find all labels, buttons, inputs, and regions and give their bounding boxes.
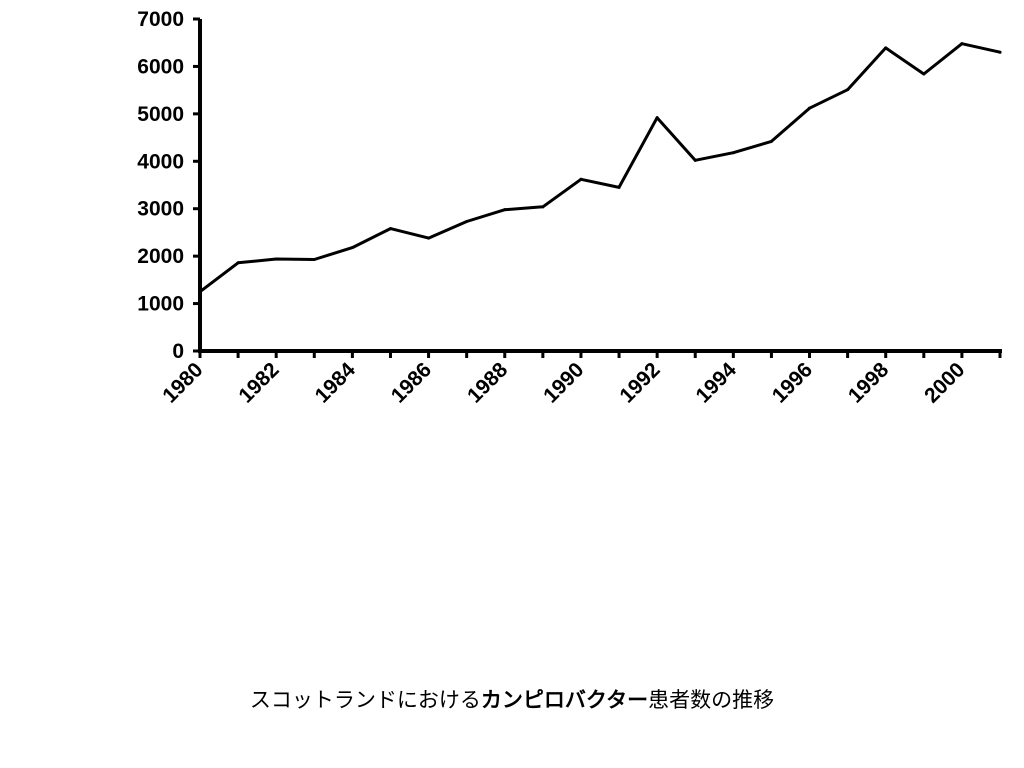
data-point <box>465 220 469 224</box>
x-tick-label: 1994 <box>692 358 742 408</box>
data-point <box>731 151 735 155</box>
y-tick-label: 0 <box>172 340 184 363</box>
x-tick-label: 1980 <box>158 358 207 407</box>
y-tick-label: 4000 <box>137 150 184 173</box>
x-tick-label: 1982 <box>234 358 283 407</box>
data-point <box>198 290 202 294</box>
series-line <box>198 42 1002 294</box>
data-point <box>236 261 240 265</box>
caption-part-1: スコットランドにおける <box>249 688 481 712</box>
data-point <box>274 257 278 261</box>
data-point <box>350 246 354 250</box>
data-point <box>503 208 507 212</box>
y-axis-ticks: 0 1000 2000 3000 4000 5000 6000 7000 <box>137 8 200 363</box>
data-point <box>693 158 697 162</box>
data-point <box>808 106 812 110</box>
x-axis-ticks: 1980 1982 1984 1986 1988 1990 1992 1994 1996 1998… <box>158 351 1002 408</box>
data-point <box>427 236 431 240</box>
data-point <box>769 139 773 143</box>
x-tick-label: 1986 <box>387 358 436 407</box>
y-tick-label: 2000 <box>137 245 184 268</box>
chart-axes <box>198 19 1002 353</box>
data-point <box>312 257 316 261</box>
x-tick-label: 1998 <box>844 358 894 408</box>
x-tick-label: 1996 <box>768 358 817 407</box>
y-tick-label: 1000 <box>137 293 184 316</box>
y-tick-label: 7000 <box>137 8 184 31</box>
data-point <box>579 177 583 181</box>
data-point <box>884 46 888 50</box>
data-point <box>541 205 545 209</box>
chart-caption: スコットランドにおけるカンピロバクター患者数の推移 <box>0 684 1024 714</box>
data-point <box>922 72 926 76</box>
y-tick-label: 5000 <box>137 103 184 126</box>
data-point <box>617 185 621 189</box>
data-point <box>998 50 1002 54</box>
x-tick-label: 1988 <box>463 358 513 408</box>
x-tick-label: 1990 <box>539 358 588 407</box>
data-point <box>846 88 850 92</box>
data-point <box>655 116 659 120</box>
x-tick-label: 1984 <box>311 358 361 408</box>
data-point <box>960 42 964 46</box>
caption-part-3: 患者数の推移 <box>648 688 775 712</box>
series-group <box>198 42 1002 294</box>
y-tick-label: 6000 <box>137 55 184 78</box>
caption-part-2: カンピロバクター <box>480 688 649 712</box>
x-tick-label: 1992 <box>615 358 664 407</box>
x-tick-label: 2000 <box>920 358 969 407</box>
data-point <box>388 227 392 231</box>
y-tick-label: 3000 <box>137 198 184 221</box>
